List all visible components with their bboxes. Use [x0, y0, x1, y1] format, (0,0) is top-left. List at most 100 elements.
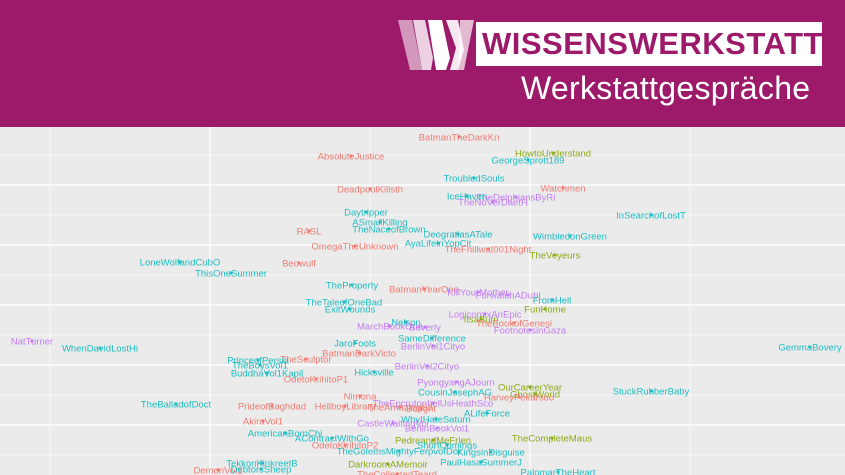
scatter-point: NatTurner	[11, 337, 53, 348]
point-dot	[808, 345, 812, 349]
scatter-point: TheBalladofDoct	[141, 400, 212, 411]
point-dot	[561, 186, 565, 190]
scatter-point: TheProperty	[326, 281, 379, 292]
scatter-point: WimbledonGreen	[533, 232, 607, 243]
point-dot	[553, 253, 557, 257]
point-dot	[358, 394, 362, 398]
scatter-point: Hicksville	[354, 368, 394, 379]
point-dot	[342, 300, 346, 304]
point-dot	[307, 229, 311, 233]
point-dot	[30, 339, 34, 343]
point-dot	[386, 462, 390, 466]
scatter-point: ASmallKilling	[352, 218, 407, 229]
scatter-point: TheBookofGenesi	[476, 319, 552, 330]
point-dot	[543, 307, 547, 311]
scatter-point: TheNoVerDaetH	[458, 198, 528, 209]
scatter-point: StuckRubberBaby	[613, 387, 690, 398]
point-dot	[283, 431, 287, 435]
point-dot	[258, 363, 262, 367]
point-dot	[465, 194, 469, 198]
point-dot	[265, 371, 269, 375]
scatter-point: AContractWithGo	[295, 434, 369, 445]
scatter-point: ThisOneSummer	[195, 269, 267, 280]
scatter-point: TheAmazingSJ	[368, 403, 433, 414]
point-dot	[353, 244, 357, 248]
point-dot	[457, 135, 461, 139]
point-dot	[364, 210, 368, 214]
scatter-point: Daytripper	[344, 208, 388, 219]
point-dot	[454, 380, 458, 384]
scatter-point: TroubledSouls	[444, 174, 505, 185]
point-dot	[453, 390, 457, 394]
scatter-point: DeadpoolKillsth	[337, 185, 403, 196]
logo-wordmark: WISSENSWERKSTATT	[482, 26, 823, 61]
point-dot	[304, 357, 308, 361]
point-dot	[350, 283, 354, 287]
point-dot	[348, 307, 352, 311]
point-dot	[431, 344, 435, 348]
point-dot	[550, 436, 554, 440]
point-dot	[528, 328, 532, 332]
scatter-point: PrideofBaghdad	[238, 402, 306, 413]
point-dot	[372, 370, 376, 374]
point-dot	[398, 405, 402, 409]
point-dot	[479, 317, 483, 321]
scatter-point: TekkonKinkreetB	[226, 459, 297, 470]
plot-grid	[0, 127, 845, 475]
scatter-point: AmericanBornChi	[248, 429, 322, 440]
scatter-point: Watchmen	[540, 184, 585, 195]
point-dot	[387, 227, 391, 231]
scatter-point: MarchBookOne	[357, 322, 423, 333]
scatter-point: PaulHasaSummerJ	[440, 458, 522, 469]
point-dot	[422, 287, 426, 291]
scatter-point: OdetoKirihitoP2	[312, 441, 379, 452]
scatter-point: InSearchofLostT	[616, 211, 686, 222]
point-dot	[649, 389, 653, 393]
scatter-point: GemmaBovery	[778, 343, 842, 354]
scatter-point: CastleWaitingVol	[357, 419, 428, 430]
point-dot	[353, 341, 357, 345]
scatter-point: IceHaven	[447, 192, 487, 203]
scatter-point: BatmanDarkVicto	[322, 349, 396, 360]
scatter-point: Nelson	[391, 318, 421, 329]
scatter-point: AkiraVol1	[243, 417, 283, 428]
scatter-point: PedreandMeFrien	[395, 436, 471, 447]
point-dot	[261, 419, 265, 423]
scatter-point: Beverly	[409, 323, 441, 334]
point-dot	[397, 449, 401, 453]
point-dot	[528, 385, 532, 389]
point-dot	[419, 406, 423, 410]
point-dot	[395, 472, 399, 475]
point-dot	[526, 158, 530, 162]
page-subtitle: Werkstattgespräche	[521, 70, 811, 106]
point-dot	[514, 195, 518, 199]
scatter-point: TheNaceofBrown	[352, 225, 425, 236]
point-dot	[456, 232, 460, 236]
scatter-point: DarkroomAMemoir	[348, 460, 428, 471]
point-label: TheCollectedTeard	[357, 470, 437, 475]
point-dot	[378, 220, 382, 224]
scatter-point: GhostWorld	[510, 390, 560, 401]
scatter-point: OdetoKrihitoP1	[284, 375, 348, 386]
scatter-point: DebtorsSheep	[231, 465, 292, 475]
scatter-point: Beowulf	[282, 259, 316, 270]
scatter-point: LogicomixAnEpic	[449, 310, 522, 321]
point-dot	[270, 404, 274, 408]
point-dot	[556, 470, 560, 474]
scatter-point: OmegaTheUnknown	[311, 242, 398, 253]
scatter-point: DeogratiasATale	[423, 230, 492, 241]
scatter-point: BerlinVol1Cityo	[401, 342, 465, 353]
scatter-point: OurCareerYear	[498, 383, 562, 394]
point-dot	[388, 324, 392, 328]
plot-marks: BatmanTheDarkKn HowtoUnderstand AbsoluteJu…	[11, 133, 842, 475]
wissenswerkstatt-logo-icon	[398, 20, 474, 70]
point-dot	[343, 443, 347, 447]
point-dot	[434, 417, 438, 421]
point-dot	[314, 377, 318, 381]
scatter-point: FromHell	[533, 296, 572, 307]
point-dot	[472, 176, 476, 180]
scatter-point: GeorgeSprott189	[492, 156, 565, 167]
scatter-point: Nimona	[344, 392, 377, 403]
point-dot	[430, 336, 434, 340]
point-dot	[506, 293, 510, 297]
